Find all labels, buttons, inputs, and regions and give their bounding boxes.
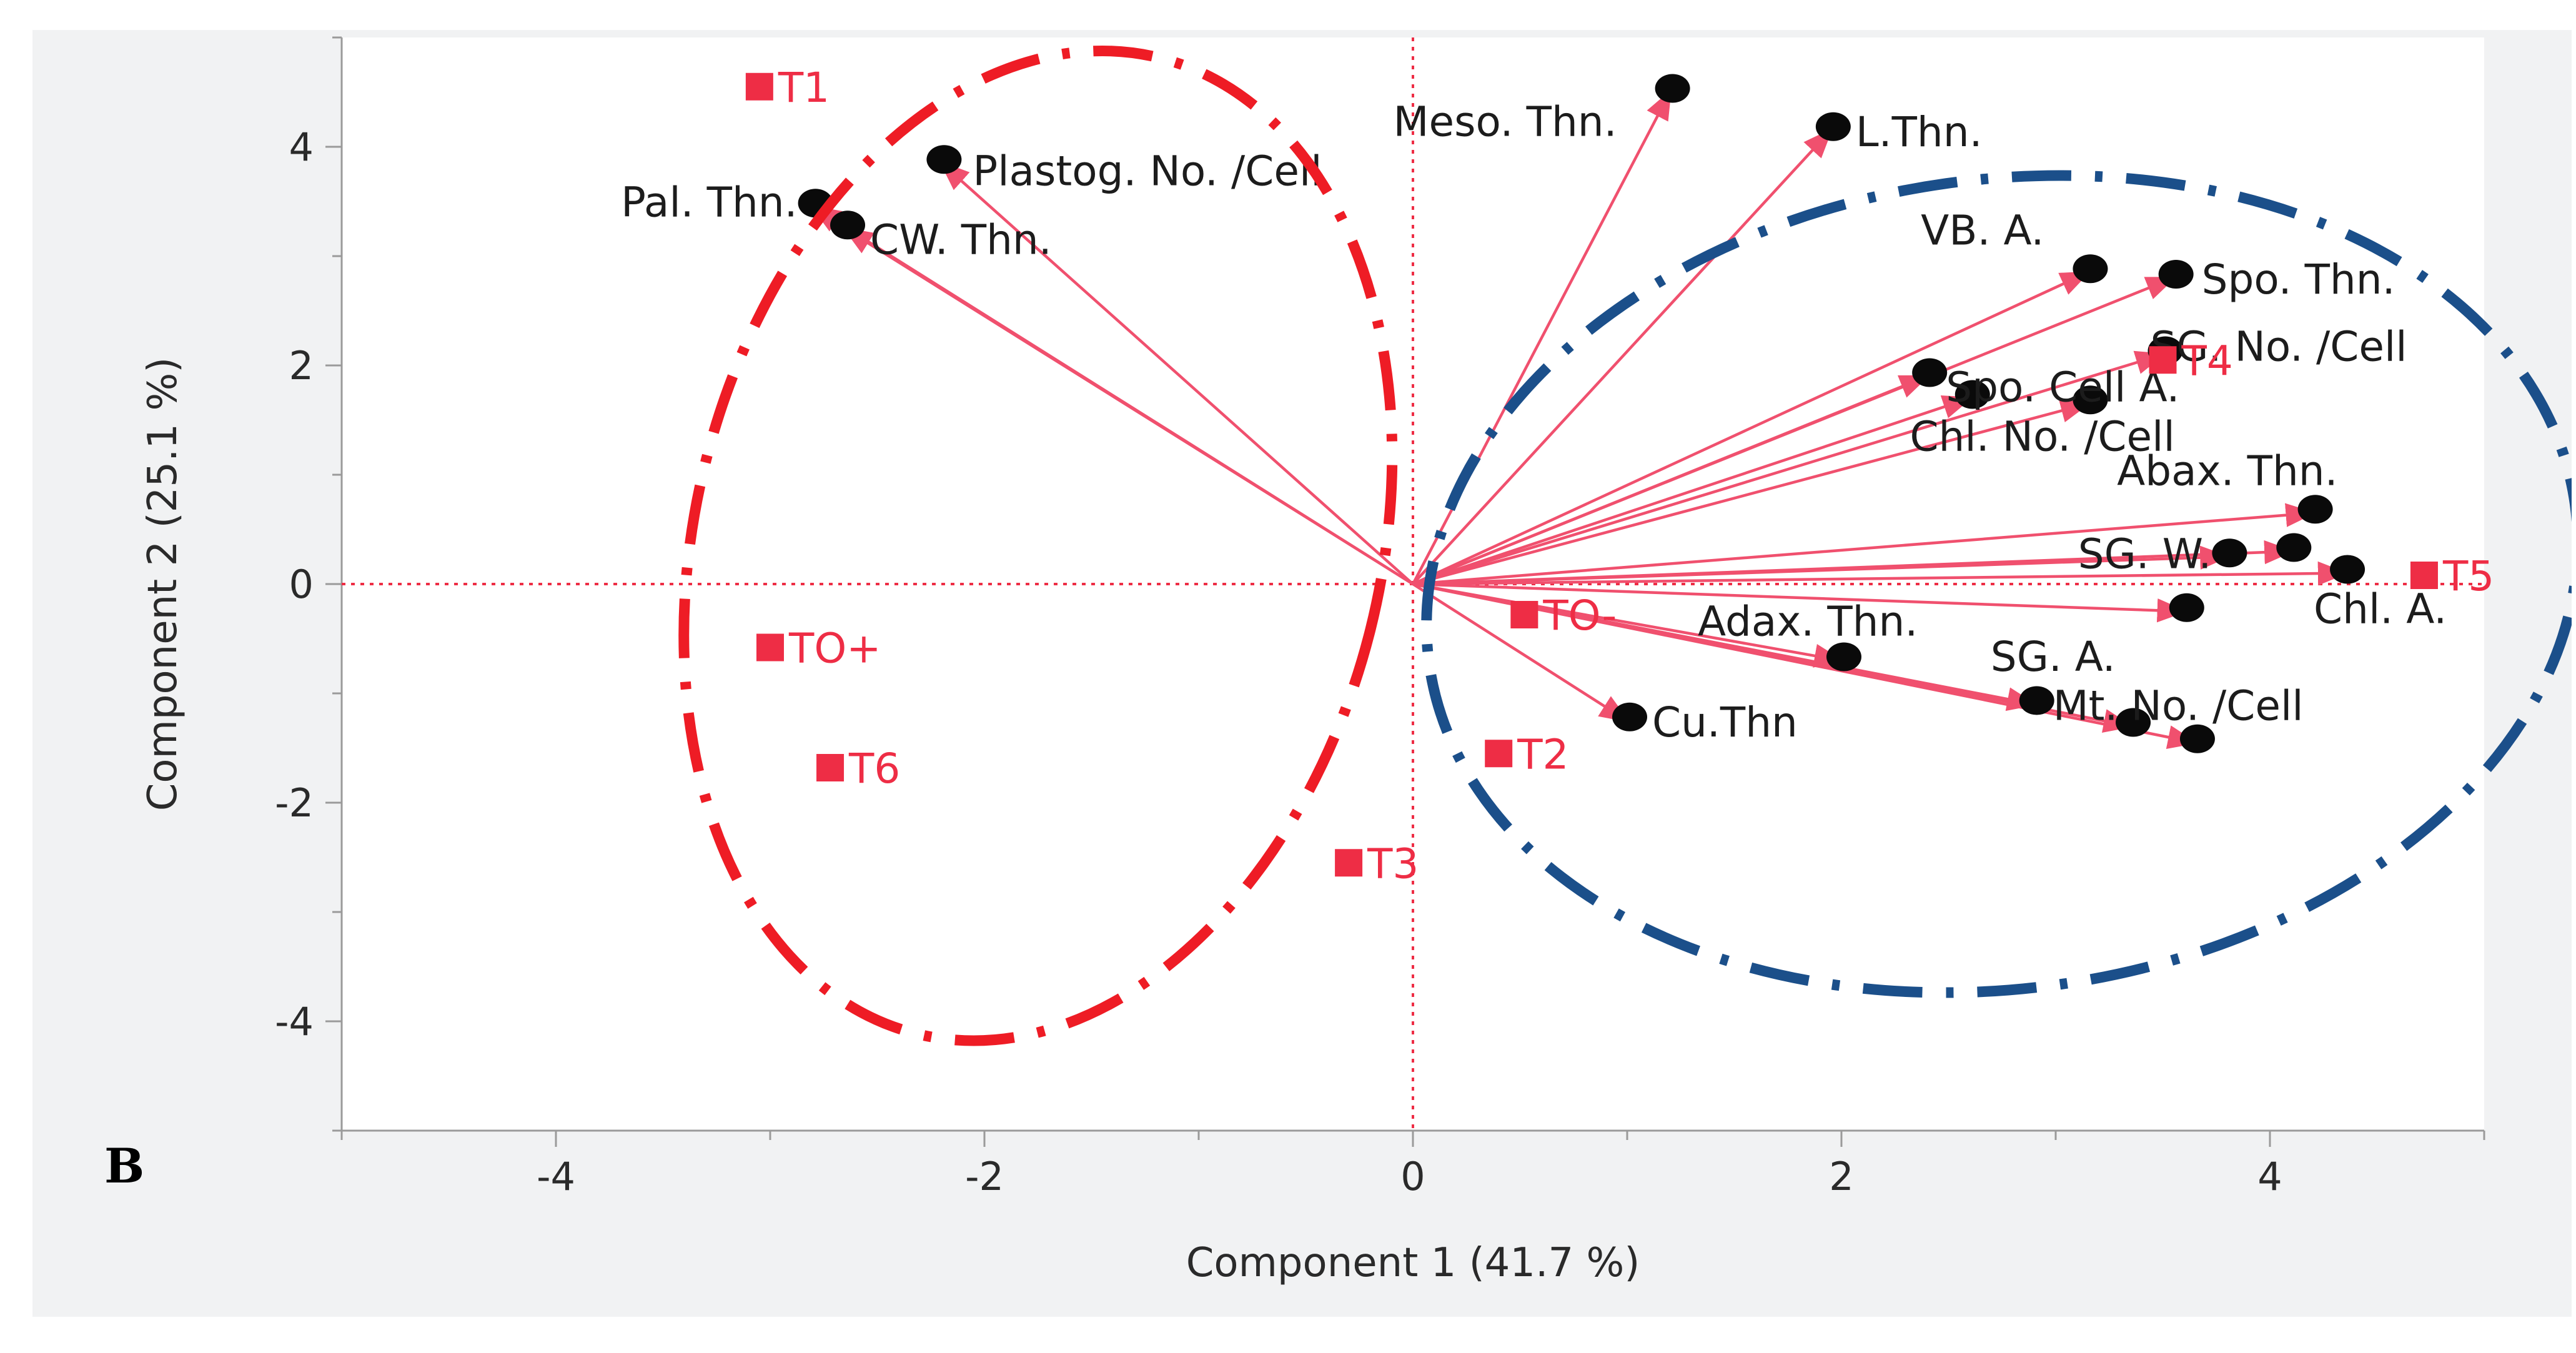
loading-vector [1412, 350, 2166, 586]
loading-vector [1412, 582, 2187, 623]
loading-point [1954, 380, 1990, 409]
loading-point [2158, 260, 2194, 289]
observation-marker [1485, 740, 1513, 768]
loading-point [2116, 708, 2151, 737]
loading-label: Chl. No. /Cell [1910, 412, 2174, 460]
group-ellipse-right [1421, 170, 2572, 998]
loading-label: Cu.Thn [1652, 698, 1798, 746]
loading-vector [1412, 375, 1930, 586]
loading-point [2169, 593, 2204, 622]
observation-marker [2149, 346, 2177, 374]
loading-vector [1412, 395, 1973, 586]
axes: -4 -2 0 2 4 -4 -2 0 2 4 [275, 36, 2485, 1199]
loading-label: Abax. Thn. [2117, 447, 2337, 495]
loading-label: Spo. Cell A. [1946, 364, 2179, 412]
loading-point [1815, 112, 1851, 141]
loading-point [2073, 385, 2108, 415]
loading-label: L.Thn. [1856, 108, 1983, 156]
loading-label: Meso. Thn. [1394, 98, 1617, 146]
loading-vector [842, 227, 1414, 585]
observation-label: T1 [778, 64, 830, 112]
loading-label: Spo. Thn. [2202, 255, 2395, 304]
observation-label: T2 [1517, 730, 1568, 778]
loading-vector [1412, 583, 1630, 723]
loading-vector [1412, 271, 2091, 586]
group-ellipses [678, 45, 2572, 1046]
loading-vector [1412, 128, 1833, 585]
panel-label: B [104, 1138, 144, 1194]
loading-label: Adax. Thn. [1698, 598, 1918, 646]
x-tick-label: 2 [1829, 1154, 1853, 1199]
group-ellipse-left [678, 45, 1398, 1046]
loading-point [926, 145, 962, 174]
loading-vector [1412, 399, 2091, 586]
loading-point [1655, 74, 1690, 103]
loading-label: Chl. A. [2314, 585, 2447, 633]
y-axis-title: Component 2 (25.1 %) [140, 357, 186, 811]
loading-point [2073, 254, 2108, 284]
y-tick-label: -2 [275, 780, 314, 826]
observation-marker [756, 633, 784, 662]
figure-panel: -4 -2 0 2 4 -4 -2 0 2 4 Plastog. No. /Cell Pal. Th… [32, 30, 2572, 1317]
loading-vector [1412, 582, 2198, 749]
loading-label: VB. A. [1921, 206, 2044, 254]
observation-marker [745, 72, 773, 101]
observation-label: T4 [2181, 337, 2233, 385]
loading-point [1826, 642, 1861, 672]
loading-vectors: Plastog. No. /Cell Pal. Thn. CW. Thn. Meso.… [621, 74, 2447, 753]
loading-vector [1412, 540, 2295, 586]
loading-label: SG. A. [1991, 633, 2116, 681]
observation-label: T3 [1367, 840, 1419, 888]
observation-label: TO- [1542, 592, 1617, 640]
observation-label: T5 [2442, 552, 2494, 600]
y-tick-label: -4 [275, 999, 314, 1044]
loading-point [2179, 724, 2215, 753]
y-tick-label: 2 [289, 343, 314, 389]
loading-label: Plastog. No. /Cell [973, 147, 1322, 195]
pca-biplot: -4 -2 0 2 4 -4 -2 0 2 4 Plastog. No. /Cell Pal. Th… [104, 36, 2572, 1286]
observation-marker [1510, 601, 1538, 628]
observation-label: TO+ [788, 625, 881, 673]
loading-vector [1412, 503, 2316, 586]
loading-point [2297, 495, 2333, 524]
loading-label: CW. Thn. [870, 216, 1052, 264]
loading-vector [939, 161, 1414, 585]
loading-label: SG. No. /Cell [2151, 323, 2407, 371]
loading-point [1612, 702, 1647, 731]
observation-marker [816, 754, 845, 781]
observation-marker [2410, 562, 2438, 589]
loading-label: Mt. No. /Cell [2053, 682, 2304, 730]
loading-point [830, 211, 866, 240]
loading-label: Pal. Thn. [621, 178, 798, 226]
observation-label: T6 [848, 745, 900, 793]
loading-point [2330, 555, 2365, 584]
loading-point [2212, 538, 2247, 568]
x-tick-label: -4 [537, 1154, 575, 1199]
loading-point [2276, 533, 2312, 562]
loading-vector [1412, 561, 2348, 586]
x-tick-label: -2 [965, 1154, 1004, 1199]
y-tick-label: 4 [289, 124, 314, 170]
x-axis-title: Component 1 (41.7 %) [1186, 1240, 1640, 1286]
y-tick-label: 0 [289, 562, 314, 607]
loading-label: SG. W. [2078, 530, 2212, 578]
loading-point [2019, 686, 2054, 715]
observation-points: T1 T4 T5 TO- TO+ T6 T2 T3 [745, 64, 2494, 888]
x-tick-label: 0 [1400, 1154, 1425, 1199]
loading-point [1912, 358, 1948, 387]
x-tick-label: 4 [2257, 1154, 2282, 1199]
observation-marker [1335, 849, 1363, 877]
